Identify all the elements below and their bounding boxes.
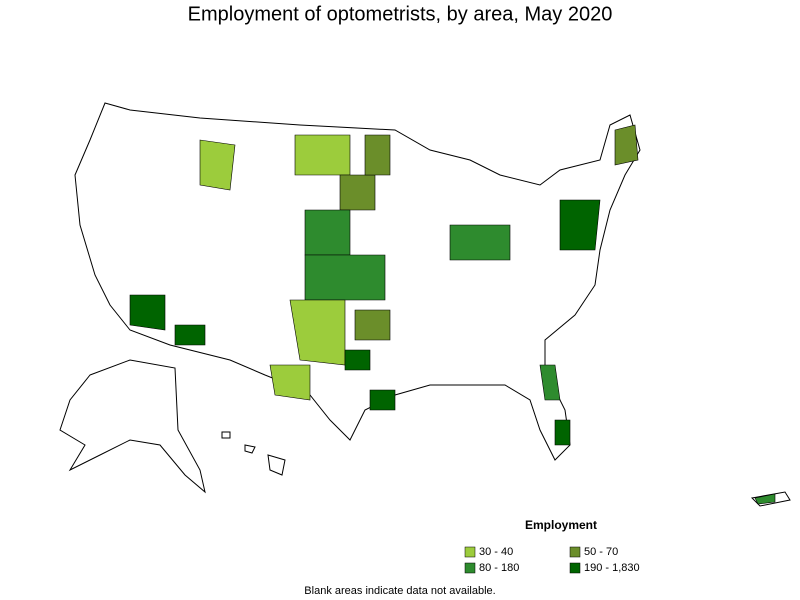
area: [539, 364, 561, 401]
legend-swatch: [569, 546, 581, 558]
area: [129, 294, 166, 331]
legend-label: 30 - 40: [479, 546, 513, 558]
footnote: Blank areas indicate data not available.: [304, 585, 495, 597]
area: [559, 199, 601, 251]
area: [174, 324, 206, 346]
legend-swatch: [464, 562, 476, 574]
area: [199, 139, 236, 191]
area: [364, 134, 391, 176]
area: [339, 174, 376, 211]
area: [304, 209, 351, 256]
map-title: Employment of optometrists, by area, May…: [188, 3, 613, 25]
area: [554, 419, 571, 446]
legend-label: 80 - 180: [479, 562, 519, 574]
map: [59, 102, 791, 507]
legend-swatch: [569, 562, 581, 574]
area: [304, 254, 386, 301]
hawaii: [221, 431, 286, 476]
legend-label: 190 - 1,830: [584, 562, 640, 574]
map-areas: [129, 124, 776, 505]
area: [354, 309, 391, 341]
legend-title: Employment: [525, 518, 597, 532]
area: [294, 134, 351, 176]
area: [369, 389, 396, 411]
area: [344, 349, 371, 371]
legend: Employment 30 - 40 50 - 70 80 - 180 190 - 1…: [464, 518, 640, 574]
area: [754, 493, 776, 505]
area: [269, 364, 311, 401]
legend-swatch: [464, 546, 476, 558]
area: [614, 124, 639, 166]
alaska: [59, 359, 206, 494]
area: [449, 224, 511, 261]
legend-label: 50 - 70: [584, 546, 618, 558]
